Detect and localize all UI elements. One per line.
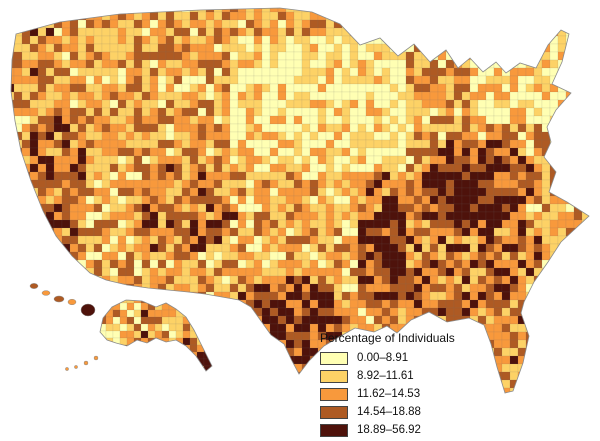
- aleutian-islands: [65, 355, 99, 371]
- legend-label-class5: 18.89–56.92: [357, 424, 421, 436]
- legend: Percentage of Individuals 0.00–8.91 8.92…: [320, 331, 545, 439]
- legend-row: 11.62–14.53: [320, 385, 545, 403]
- legend-label-class4: 14.54–18.88: [357, 406, 421, 418]
- alaska-outline: [99, 299, 213, 372]
- legend-swatch-class5: [320, 423, 348, 437]
- legend-swatch-class3: [320, 387, 348, 401]
- lower48-outline: [10, 7, 590, 394]
- legend-title: Percentage of Individuals: [320, 331, 455, 345]
- legend-row: 14.54–18.88: [320, 403, 545, 421]
- legend-row: 18.89–56.92: [320, 421, 545, 439]
- legend-swatch-class1: [320, 351, 348, 365]
- legend-label-class1: 0.00–8.91: [357, 352, 409, 364]
- legend-swatch-class4: [320, 405, 348, 419]
- hawaii-islands: [29, 283, 96, 317]
- legend-swatch-class2: [320, 369, 348, 383]
- legend-label-class2: 8.92–11.61: [357, 370, 414, 382]
- legend-label-class3: 11.62–14.53: [357, 388, 421, 400]
- legend-row: 8.92–11.61: [320, 367, 545, 385]
- legend-row: 0.00–8.91: [320, 349, 545, 367]
